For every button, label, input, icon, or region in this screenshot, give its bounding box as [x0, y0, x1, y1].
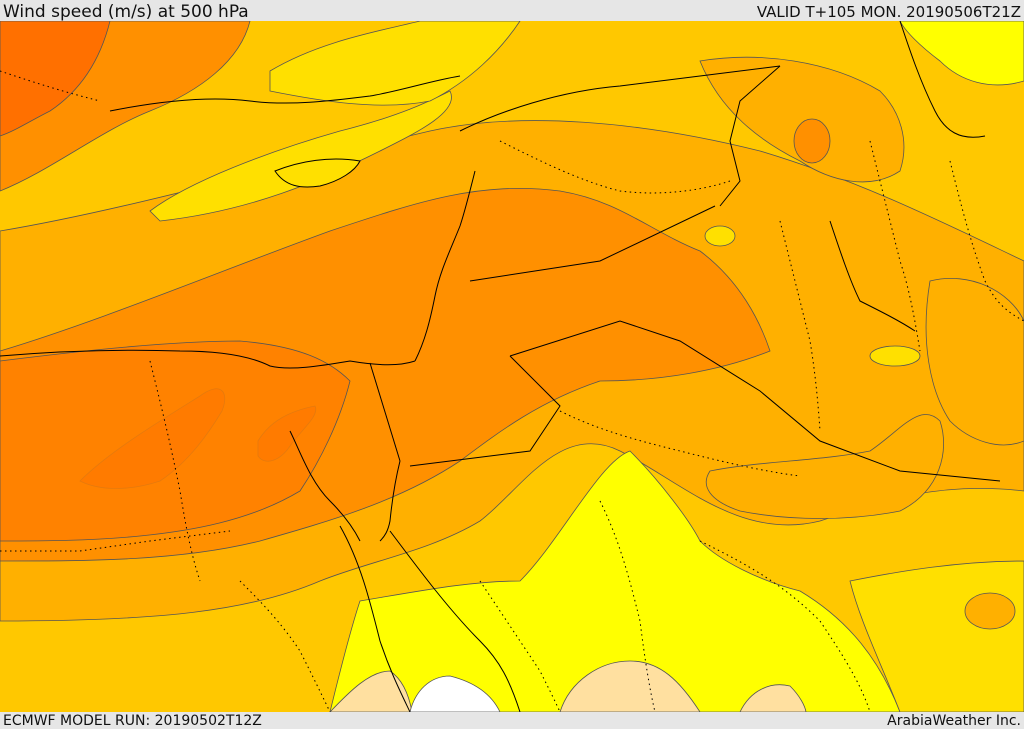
wind-zone-top-yellow	[269, 21, 521, 106]
calm-zone-tan-1	[559, 660, 701, 712]
coastline-mediterranean-south	[0, 349, 416, 369]
border-jordan-saudi	[409, 355, 561, 467]
coastline-caspian	[899, 21, 986, 138]
credit-label: ArabiaWeather Inc.	[887, 713, 1021, 729]
coastline-red-sea-east	[389, 530, 521, 712]
calm-zone-white	[409, 675, 501, 712]
border-iraq-saudi	[509, 320, 1001, 482]
wind-zone-upper-left-core	[0, 21, 111, 137]
coastline-persian-gulf	[829, 220, 916, 332]
coastline-gulf-suez	[289, 430, 361, 542]
valid-time: VALID T+105 MON. 20190506T21Z	[756, 3, 1021, 21]
border-turkey-syria	[459, 65, 781, 132]
contour-island	[869, 345, 921, 367]
dotted-borders	[0, 70, 1024, 712]
wind-speed-map	[0, 21, 1024, 712]
border-iran-iraq	[719, 65, 781, 207]
contour-island	[704, 225, 736, 247]
coastline-turkey-south	[109, 75, 461, 112]
map-title: Wind speed (m/s) at 500 hPa	[3, 2, 249, 22]
coastline-cyprus	[274, 158, 361, 188]
wind-zone-east-lower	[705, 414, 944, 519]
header-bar: Wind speed (m/s) at 500 hPa VALID T+105 …	[0, 0, 1024, 22]
model-run-label: ECMWF MODEL RUN: 20190502T12Z	[3, 713, 262, 729]
dark-orange-north-africa	[0, 340, 351, 542]
wind-zone-north-east-orange	[699, 56, 905, 183]
calm-zone-tan-3	[739, 684, 807, 712]
wind-zone-north-east-yellow	[899, 21, 1024, 86]
footer-bar: ECMWF MODEL RUN: 20190502T12Z ArabiaWeat…	[0, 712, 1024, 729]
contour-island	[964, 592, 1016, 630]
wind-zone-upper-yellow	[149, 90, 452, 222]
border-syria-iraq	[469, 205, 716, 282]
coastline-levant	[414, 170, 476, 362]
contour-island	[793, 118, 831, 164]
wind-zone-east-orange	[925, 278, 1024, 446]
coastline-red-sea-west	[339, 525, 411, 712]
calm-zone-tan-2	[329, 670, 413, 712]
coastline-gulf-aqaba	[379, 460, 401, 542]
border-egypt-israel	[369, 362, 401, 462]
